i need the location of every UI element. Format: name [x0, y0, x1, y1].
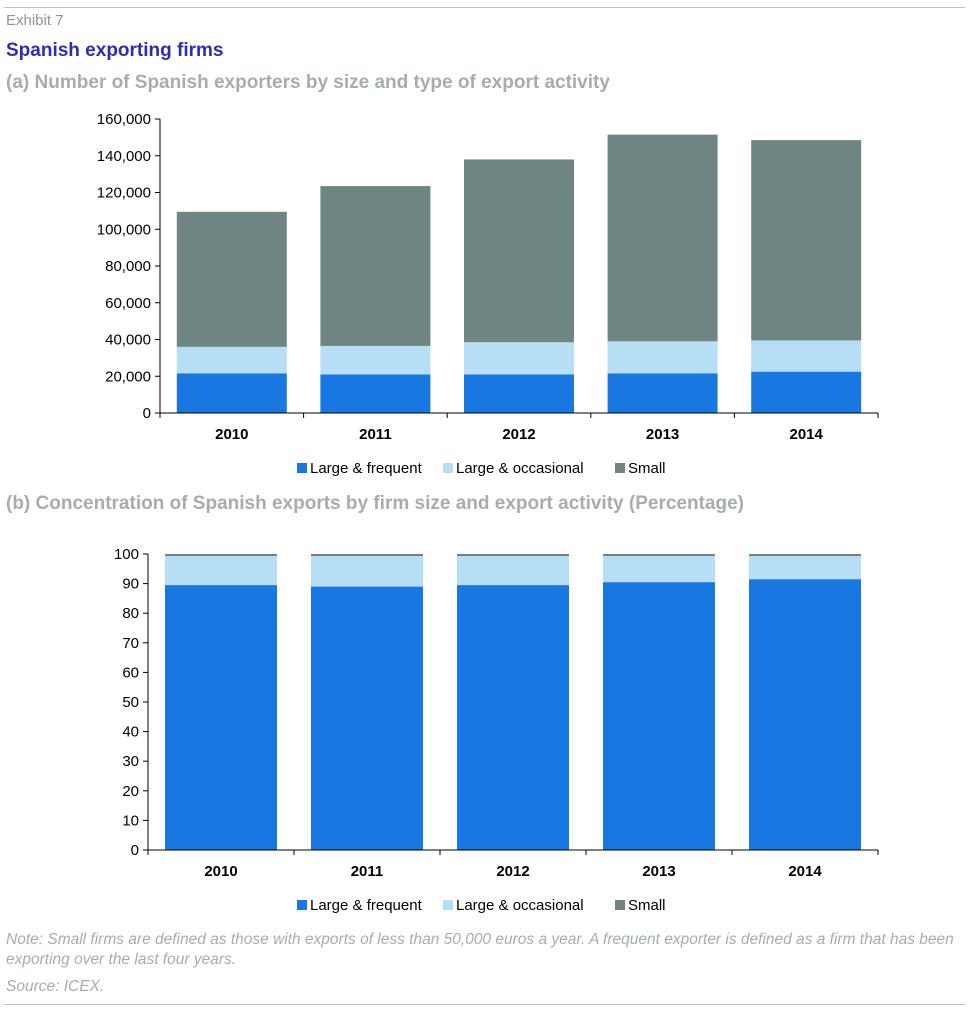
- chart-a-bar-2012-large-frequent: [464, 374, 574, 413]
- chart-b-ytick-label: 0: [131, 842, 139, 859]
- chart-b-title: (b) Concentration of Spanish exports by …: [6, 493, 744, 514]
- chart-a-legend-label: Large & occasional: [456, 460, 584, 477]
- chart-a-bar-2012-large-occasional: [464, 342, 574, 375]
- chart-a-ytick-label: 20,000: [105, 368, 151, 385]
- chart-b-ytick-label: 10: [122, 812, 139, 829]
- chart-b-xtick-label: 2012: [496, 863, 529, 880]
- chart-a-ytick-label: 40,000: [105, 332, 151, 349]
- chart-b-ytick-label: 90: [122, 576, 139, 593]
- chart-a-bar-2011-large-frequent: [320, 374, 431, 413]
- bottom-rule: [4, 1004, 965, 1005]
- chart-a-legend-swatch: [297, 463, 307, 473]
- chart-a-bar-2013-large-frequent: [607, 373, 718, 413]
- chart-b-legend-swatch: [443, 900, 453, 910]
- chart-a-bar-2013-large-occasional: [607, 341, 718, 374]
- chart-b: 0 10 20 30 40 50 60 70 80 90 100 2010 2011 2012 2013 20…: [114, 546, 879, 914]
- chart-a-xtick-label: 2012: [502, 426, 535, 443]
- chart-a-bar-2010-small: [176, 211, 287, 347]
- chart-a-ytick-label: 0: [143, 405, 151, 422]
- chart-b-legend-swatch: [297, 900, 307, 910]
- chart-b-bar-2014-large-frequent: [749, 579, 861, 850]
- exhibit-label: Exhibit 7: [6, 12, 64, 29]
- chart-b-bar-2010-large-occasional: [165, 556, 277, 586]
- chart-a-legend-label: Small: [628, 460, 666, 477]
- chart-b-xtick-label: 2013: [642, 863, 675, 880]
- chart-b-bar-2013-large-frequent: [603, 582, 715, 850]
- chart-b-ytick-label: 20: [122, 783, 139, 800]
- note-text: Note: Small firms are defined as those w…: [6, 931, 954, 968]
- chart-b-legend-label: Large & frequent: [310, 897, 423, 914]
- chart-a-ytick-label: 60,000: [105, 295, 151, 312]
- chart-a-bar-2010-large-frequent: [176, 373, 287, 413]
- chart-b-legend-label: Small: [628, 897, 666, 914]
- chart-b-bar-2011-small: [311, 554, 423, 557]
- chart-b-ytick-label: 80: [122, 605, 139, 622]
- chart-a-bar-2013-small: [607, 134, 718, 342]
- chart-a-bar-2012-small: [464, 159, 574, 343]
- chart-b-ytick-label: 100: [114, 546, 139, 563]
- chart-b-xtick-label: 2010: [204, 863, 237, 880]
- chart-b-bar-2013-small: [603, 554, 715, 557]
- chart-a-xtick-label: 2013: [646, 426, 679, 443]
- chart-a-xtick-label: 2014: [790, 426, 824, 443]
- chart-b-ytick-label: 40: [122, 724, 139, 741]
- chart-b-bar-2010-small: [165, 554, 277, 557]
- chart-a-xtick-label: 2010: [215, 426, 248, 443]
- chart-b-legend-swatch: [615, 900, 625, 910]
- chart-b-ytick-label: 70: [122, 635, 139, 652]
- chart-a-bar-2010-large-occasional: [176, 346, 287, 374]
- chart-b-bar-2012-large-occasional: [457, 556, 569, 586]
- chart-a-ytick-label: 120,000: [97, 185, 151, 202]
- chart-b-bar-2010-large-frequent: [165, 585, 277, 850]
- chart-b-bar-2014-large-occasional: [749, 556, 861, 580]
- chart-a-xtick-label: 2011: [359, 426, 392, 443]
- top-rule: [4, 7, 965, 8]
- chart-b-ytick-label: 50: [122, 694, 139, 711]
- source-text: Source: ICEX.: [6, 978, 105, 995]
- chart-b-ytick-label: 60: [122, 664, 139, 681]
- chart-b-bar-2012-large-frequent: [457, 585, 569, 850]
- chart-b-ytick-label: 30: [122, 753, 139, 770]
- chart-a-bar-2014-large-frequent: [751, 371, 862, 413]
- chart-a-ytick-label: 160,000: [97, 111, 151, 128]
- chart-a-legend-swatch: [615, 463, 625, 473]
- chart-a-legend-swatch: [443, 463, 453, 473]
- chart-a-ytick-label: 140,000: [97, 148, 151, 165]
- chart-a-bar-2011-large-occasional: [320, 345, 431, 375]
- chart-b-bar-2012-small: [457, 554, 569, 557]
- chart-a-bar-2011-small: [320, 186, 431, 346]
- chart-a-title: (a) Number of Spanish exporters by size …: [6, 72, 610, 93]
- chart-b-legend-label: Large & occasional: [456, 897, 584, 914]
- chart-b-bar-2013-large-occasional: [603, 556, 715, 583]
- chart-b-xtick-label: 2014: [788, 863, 822, 880]
- chart-a-ytick-label: 80,000: [105, 258, 151, 275]
- chart-a-legend-label: Large & frequent: [310, 460, 423, 477]
- chart-a-bar-2014-large-occasional: [751, 340, 862, 372]
- chart-a-ytick-label: 100,000: [97, 221, 151, 238]
- chart-a: 0 20,000 40,000 60,000 80,000 100,000 120,000 1…: [97, 111, 879, 477]
- chart-b-bar-2014-small: [749, 554, 861, 557]
- chart-b-bar-2011-large-frequent: [311, 586, 423, 850]
- chart-b-xtick-label: 2011: [351, 863, 384, 880]
- chart-b-bar-2011-large-occasional: [311, 556, 423, 587]
- chart-a-bar-2014-small: [751, 140, 862, 341]
- figure-title: Spanish exporting firms: [6, 40, 224, 61]
